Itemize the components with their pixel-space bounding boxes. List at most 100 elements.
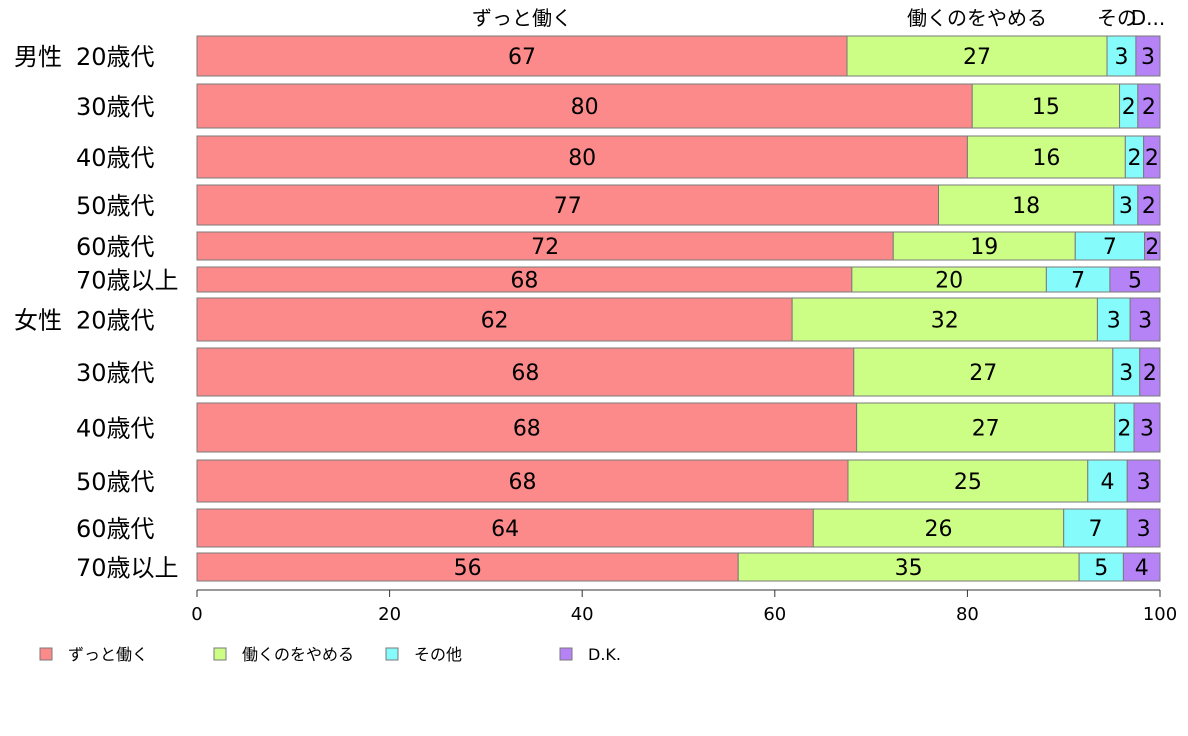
- bar-value-label: 20: [935, 269, 963, 294]
- legend: ずっと働く 働くのをやめる その他 D.K.: [39, 645, 621, 664]
- bar-value-label: 2: [1117, 417, 1131, 442]
- bar-value-label: 62: [481, 309, 509, 334]
- bars-layer: 67 27 3 380 15 2 280 16 2 277 18 3 272 19 7 268 20 7 562 32…: [196, 35, 1161, 582]
- bar-segment: [1074, 231, 1146, 261]
- bar-value-label: 3: [1119, 361, 1133, 386]
- x-tick-label: 40: [571, 604, 594, 625]
- row-label: 50歳代: [76, 192, 155, 220]
- bar-segment: [847, 459, 1089, 503]
- bar-value-label: 2: [1143, 361, 1157, 386]
- bar-value-label: 25: [954, 470, 982, 495]
- bar-value-label: 27: [972, 417, 1000, 442]
- bar-value-label: 32: [931, 309, 959, 334]
- row-label: 40歳代: [76, 415, 155, 443]
- bar-segment: [1126, 508, 1161, 548]
- bar-segment: [1109, 266, 1161, 293]
- bar-segment: [1113, 184, 1139, 226]
- bar-value-label: 7: [1071, 269, 1085, 294]
- bar-value-label: 64: [491, 517, 519, 542]
- group-label: 女性: [14, 307, 62, 335]
- bar-segment: [196, 83, 973, 129]
- bar-value-label: 3: [1114, 45, 1128, 70]
- bar-value-label: 27: [969, 361, 997, 386]
- row-label: 20歳代: [76, 43, 155, 71]
- bar-value-label: 2: [1127, 146, 1141, 171]
- top-series-label: 働くのをやめる: [907, 6, 1047, 30]
- row-labels-layer: 20歳代男性30歳代40歳代50歳代60歳代70歳以上20歳代女性30歳代40歳…: [14, 43, 179, 582]
- bar-value-label: 4: [1101, 470, 1115, 495]
- bar-value-label: 3: [1138, 309, 1152, 334]
- row-label: 50歳代: [76, 468, 155, 496]
- bar-value-label: 2: [1122, 95, 1136, 120]
- bar-value-label: 5: [1128, 269, 1142, 294]
- x-tick-label: 80: [956, 604, 979, 625]
- bar-value-label: 3: [1107, 309, 1121, 334]
- bar-segment: [196, 508, 814, 548]
- bar-value-label: 68: [510, 269, 538, 294]
- bar-segment: [1135, 35, 1161, 77]
- bar-segment: [737, 552, 1080, 582]
- bar-value-label: 7: [1103, 235, 1117, 260]
- bar-value-label: 77: [554, 194, 582, 219]
- bar-segment: [196, 552, 739, 582]
- row-label: 20歳代: [76, 307, 155, 335]
- row-label: 40歳代: [76, 144, 155, 172]
- legend-swatch: [39, 647, 53, 661]
- bar-segment: [1106, 35, 1137, 77]
- bar-value-label: 2: [1142, 95, 1156, 120]
- bar-segment: [1144, 231, 1161, 261]
- bar-value-label: 80: [571, 95, 599, 120]
- bar-value-label: 2: [1145, 146, 1159, 171]
- top-series-label: その: [1097, 6, 1137, 30]
- x-tick-label: 20: [378, 604, 401, 625]
- bar-value-label: 18: [1012, 194, 1040, 219]
- top-series-label: ずっと働く: [472, 6, 572, 30]
- bar-segment: [853, 347, 1114, 397]
- bar-segment: [1096, 297, 1131, 342]
- bar-value-label: 72: [531, 235, 559, 260]
- bar-segment: [851, 266, 1047, 293]
- bar-segment: [1126, 459, 1161, 503]
- bar-value-label: 35: [895, 556, 923, 581]
- bar-segment: [856, 402, 1116, 453]
- legend-label: D.K.: [588, 645, 621, 664]
- bar-value-label: 27: [963, 45, 991, 70]
- row-label: 60歳代: [76, 233, 155, 261]
- bar-value-label: 56: [454, 556, 482, 581]
- bar-segment: [1122, 552, 1161, 582]
- bar-value-label: 3: [1137, 470, 1151, 495]
- legend-swatch: [213, 647, 227, 661]
- legend-label: ずっと働く: [68, 645, 148, 664]
- bar-value-label: 16: [1032, 146, 1060, 171]
- top-labels-layer: ずっと働く 働くのをやめる そのD...: [472, 6, 1165, 30]
- bar-value-label: 68: [513, 417, 541, 442]
- bar-value-label: 2: [1145, 235, 1159, 260]
- bar-segment: [1063, 508, 1128, 548]
- bar-segment: [196, 459, 849, 503]
- bar-segment: [1139, 347, 1161, 397]
- bar-value-label: 3: [1137, 517, 1151, 542]
- bar-segment: [1137, 83, 1161, 129]
- bar-segment: [846, 35, 1108, 77]
- bar-segment: [196, 402, 858, 453]
- bar-segment: [1112, 347, 1141, 397]
- bar-value-label: 67: [508, 45, 536, 70]
- x-axis: 0 20 40 60 80 100: [191, 589, 1177, 625]
- bar-segment: [971, 83, 1121, 129]
- legend-swatch: [385, 647, 399, 661]
- legend-label: 働くのをやめる: [242, 645, 354, 664]
- bar-segment: [196, 184, 940, 226]
- bar-value-label: 68: [511, 361, 539, 386]
- legend-swatch: [559, 647, 573, 661]
- bar-segment: [812, 508, 1065, 548]
- group-label: 男性: [14, 43, 62, 71]
- bar-value-label: 15: [1032, 95, 1060, 120]
- bar-segment: [1078, 552, 1124, 582]
- bar-segment: [1087, 459, 1128, 503]
- bar-segment: [196, 35, 848, 77]
- bar-value-label: 2: [1142, 194, 1156, 219]
- bar-segment: [196, 297, 793, 342]
- top-series-label: D...: [1131, 6, 1165, 30]
- bar-value-label: 7: [1088, 517, 1102, 542]
